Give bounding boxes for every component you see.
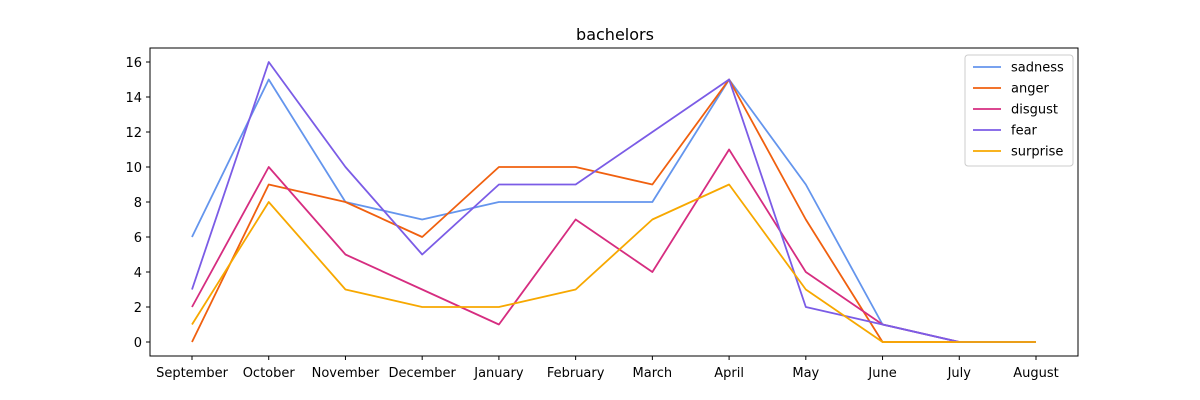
x-tick-label: December <box>388 366 456 381</box>
x-tick-label: May <box>792 366 819 381</box>
x-tick-label: August <box>1013 366 1059 381</box>
x-tick-label: February <box>547 366 605 381</box>
x-axis: September October November December January F… <box>156 356 1059 381</box>
series-line-disgust <box>191 148 1036 343</box>
y-axis: 0 2 4 6 8 10 12 14 16 <box>125 56 150 351</box>
legend-label-surprise: surprise <box>1011 145 1063 160</box>
legend-label-anger: anger <box>1011 82 1049 97</box>
y-tick-label: 8 <box>134 196 142 211</box>
series-line-fear <box>191 61 1036 343</box>
x-tick-label: November <box>312 366 380 381</box>
x-tick-label: September <box>156 366 229 381</box>
y-tick-label: 12 <box>125 126 142 141</box>
legend-box <box>964 54 1074 167</box>
x-tick-label: July <box>947 366 972 381</box>
series-line-sadness <box>191 78 1036 343</box>
legend-label-fear: fear <box>1011 124 1038 139</box>
legend: sadness anger disgust fear surprise <box>964 54 1074 167</box>
legend-label-disgust: disgust <box>1011 103 1058 118</box>
x-tick-label: June <box>867 366 896 381</box>
x-tick-label: March <box>633 366 673 381</box>
series-lines <box>191 61 1036 343</box>
y-tick-label: 0 <box>134 336 142 351</box>
series-line-surprise <box>191 183 1036 343</box>
chart-title: bachelors <box>576 25 654 44</box>
y-tick-label: 6 <box>134 231 142 246</box>
legend-label-sadness: sadness <box>1011 61 1064 76</box>
x-tick-label: April <box>714 366 744 381</box>
y-tick-label: 4 <box>134 266 142 281</box>
y-tick-label: 2 <box>134 301 142 316</box>
y-tick-label: 16 <box>125 56 142 71</box>
y-tick-label: 10 <box>125 161 142 176</box>
x-tick-label: October <box>243 366 296 381</box>
x-tick-label: January <box>473 366 524 381</box>
y-tick-label: 14 <box>125 91 142 106</box>
series-line-anger <box>191 78 1036 343</box>
